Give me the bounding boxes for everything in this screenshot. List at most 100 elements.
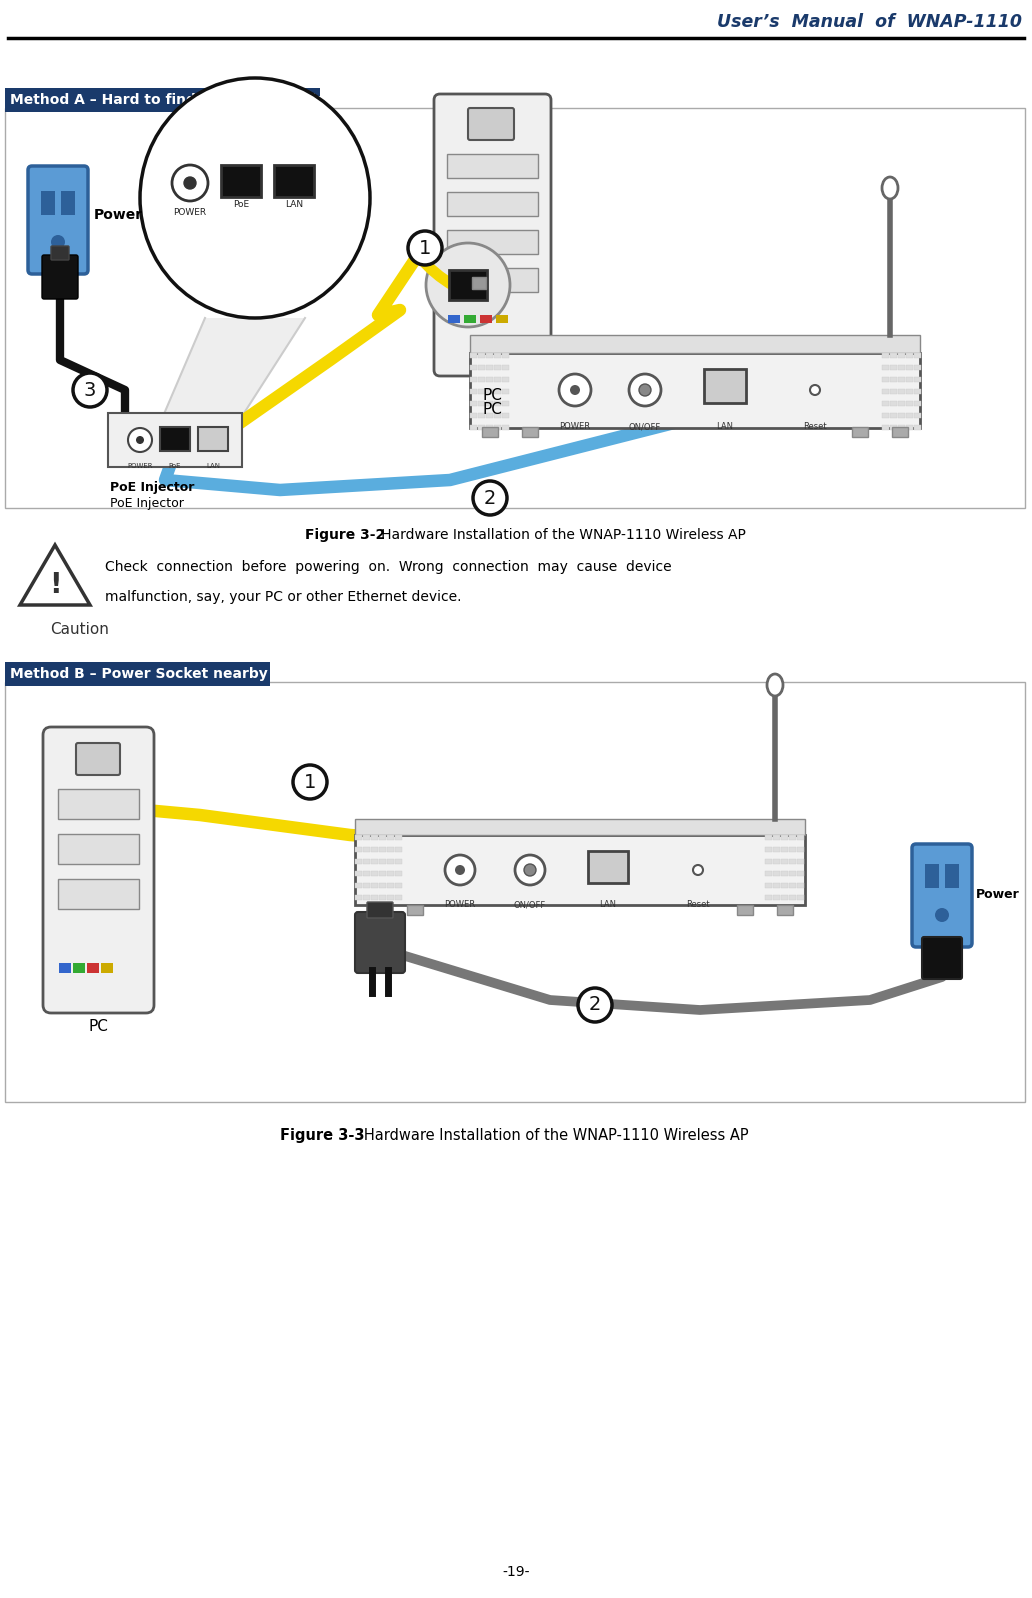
Polygon shape — [155, 318, 305, 435]
Bar — [890, 364, 897, 371]
Bar — [370, 847, 378, 852]
Bar — [502, 364, 509, 371]
Circle shape — [136, 436, 144, 444]
Text: LAN: LAN — [716, 422, 734, 431]
Text: Figure 3-2: Figure 3-2 — [305, 527, 385, 542]
Bar — [387, 860, 394, 865]
Bar — [914, 401, 921, 406]
FancyBboxPatch shape — [912, 844, 972, 948]
FancyBboxPatch shape — [43, 727, 154, 1013]
Bar — [773, 884, 780, 888]
Bar — [522, 427, 538, 436]
Circle shape — [426, 243, 510, 328]
Text: 1: 1 — [419, 238, 431, 257]
Bar — [781, 895, 788, 900]
FancyBboxPatch shape — [472, 276, 486, 289]
Bar — [494, 377, 501, 382]
Bar — [486, 377, 493, 382]
Bar — [448, 315, 460, 323]
Bar — [852, 427, 868, 436]
Bar — [494, 401, 501, 406]
Text: Method B – Power Socket nearby: Method B – Power Socket nearby — [10, 666, 267, 681]
Bar — [773, 847, 780, 852]
Bar — [773, 871, 780, 876]
Bar — [914, 353, 921, 358]
FancyBboxPatch shape — [42, 256, 78, 299]
FancyBboxPatch shape — [61, 192, 75, 216]
FancyBboxPatch shape — [58, 789, 139, 820]
Text: PoE: PoE — [233, 200, 249, 209]
Text: PoE Injector: PoE Injector — [110, 497, 184, 510]
FancyBboxPatch shape — [28, 166, 88, 273]
Bar — [882, 412, 889, 419]
Bar — [486, 353, 493, 358]
Text: POWER: POWER — [559, 422, 590, 431]
Bar — [395, 860, 402, 865]
FancyBboxPatch shape — [470, 336, 920, 353]
Text: POWER: POWER — [127, 463, 153, 468]
FancyBboxPatch shape — [470, 353, 920, 428]
Bar — [379, 895, 386, 900]
Text: LAN: LAN — [285, 200, 303, 209]
Bar — [73, 964, 85, 973]
Bar — [478, 401, 485, 406]
Text: Hardware Installation of the WNAP-1110 Wireless AP: Hardware Installation of the WNAP-1110 W… — [368, 527, 746, 542]
Bar — [890, 425, 897, 430]
Text: 2: 2 — [589, 996, 602, 1015]
Bar — [355, 884, 362, 888]
Bar — [789, 860, 796, 865]
Bar — [890, 401, 897, 406]
Bar — [395, 847, 402, 852]
Bar — [882, 377, 889, 382]
Bar — [395, 871, 402, 876]
Bar — [486, 388, 493, 395]
FancyBboxPatch shape — [922, 936, 962, 980]
FancyBboxPatch shape — [5, 88, 320, 112]
FancyBboxPatch shape — [434, 94, 551, 376]
Bar — [486, 412, 493, 419]
Bar — [773, 895, 780, 900]
Bar — [494, 388, 501, 395]
FancyBboxPatch shape — [51, 246, 69, 260]
FancyBboxPatch shape — [108, 412, 241, 467]
Bar — [387, 871, 394, 876]
Text: malfunction, say, your PC or other Ethernet device.: malfunction, say, your PC or other Ether… — [105, 590, 461, 604]
Circle shape — [73, 372, 107, 407]
Bar — [464, 315, 476, 323]
Bar — [379, 871, 386, 876]
Bar — [482, 427, 498, 436]
FancyBboxPatch shape — [447, 268, 538, 292]
FancyBboxPatch shape — [945, 865, 959, 888]
Bar — [898, 388, 905, 395]
Bar — [379, 860, 386, 865]
Bar — [797, 895, 804, 900]
Bar — [914, 425, 921, 430]
Bar — [363, 884, 370, 888]
Text: POWER: POWER — [173, 208, 206, 217]
Bar — [387, 895, 394, 900]
FancyBboxPatch shape — [447, 230, 538, 254]
Bar — [395, 884, 402, 888]
Bar — [387, 884, 394, 888]
Bar — [363, 871, 370, 876]
Bar — [486, 364, 493, 371]
Bar — [502, 425, 509, 430]
Bar — [470, 412, 477, 419]
Bar — [781, 884, 788, 888]
FancyBboxPatch shape — [447, 192, 538, 216]
Bar — [882, 425, 889, 430]
Text: LAN: LAN — [600, 900, 616, 909]
Bar — [765, 847, 772, 852]
Bar — [890, 388, 897, 395]
Text: Figure 3-3: Figure 3-3 — [280, 1128, 364, 1143]
FancyBboxPatch shape — [5, 662, 270, 686]
Bar — [890, 377, 897, 382]
Bar — [496, 315, 508, 323]
Bar — [395, 836, 402, 841]
Bar — [387, 836, 394, 841]
Bar — [101, 964, 112, 973]
Bar — [906, 412, 913, 419]
FancyBboxPatch shape — [447, 153, 538, 177]
Bar — [470, 425, 477, 430]
Circle shape — [639, 384, 651, 396]
